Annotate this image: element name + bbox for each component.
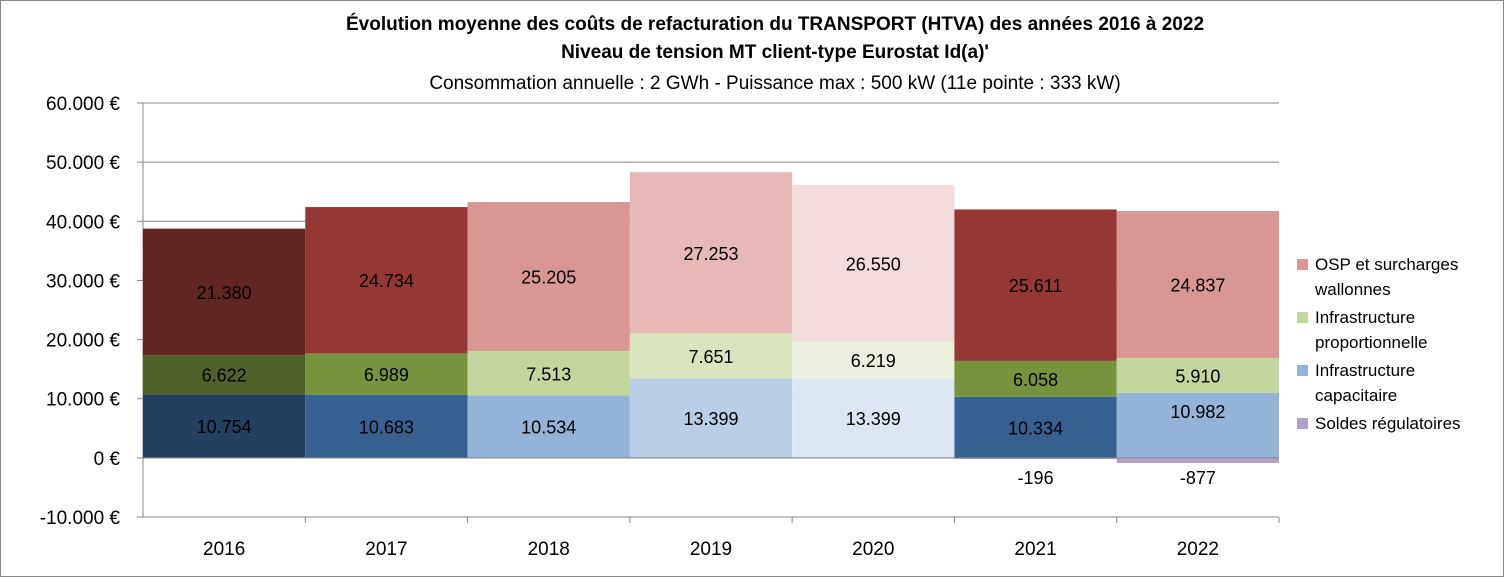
y-tick-label: 0 € — [94, 449, 121, 470]
legend-item: Infrastructure capacitaire — [1297, 358, 1485, 408]
data-label: 6.219 — [851, 351, 896, 371]
bar-segment — [629, 378, 793, 458]
data-label: 7.513 — [526, 364, 571, 384]
bar-segment — [305, 207, 468, 354]
bar-segment — [792, 184, 955, 342]
bar-segment — [1116, 211, 1279, 358]
legend: OSP et surcharges wallonnes Infrastructur… — [1297, 252, 1485, 439]
data-label: 6.622 — [202, 366, 247, 386]
legend-swatch — [1297, 418, 1308, 429]
data-label: 21.380 — [197, 283, 252, 303]
data-label: 10.334 — [1008, 418, 1063, 438]
chart-subtitle-2: Consommation annuelle : 2 GWh - Puissanc… — [429, 73, 1121, 94]
bar-segment — [467, 395, 630, 458]
x-tick-label: 2022 — [1177, 539, 1219, 560]
chart-subtitle: Niveau de tension MT client-type Eurosta… — [561, 42, 989, 63]
y-tick-label: 60.000 € — [46, 94, 120, 115]
data-label: 10.982 — [1170, 402, 1225, 422]
data-label: 6.058 — [1013, 370, 1058, 390]
x-tick-label: 2019 — [690, 539, 732, 560]
legend-swatch — [1297, 312, 1308, 323]
bar-segment — [305, 353, 468, 395]
legend-label: Soldes régulatoires — [1315, 414, 1461, 433]
y-tick-label: 20.000 € — [46, 331, 120, 352]
bar-segment — [954, 457, 1117, 460]
data-label: 10.534 — [521, 418, 576, 438]
legend-item: Soldes régulatoires — [1297, 411, 1485, 436]
bar-segment — [629, 333, 793, 379]
data-label: 24.734 — [359, 271, 414, 291]
legend-label: Infrastructure capacitaire — [1315, 361, 1416, 405]
bar-segment — [629, 172, 793, 334]
legend-label: OSP et surcharges wallonnes — [1315, 255, 1459, 299]
bar-segment — [954, 360, 1117, 397]
bar-segment — [467, 202, 630, 352]
data-label: 7.651 — [688, 347, 733, 367]
bar-segment — [467, 351, 630, 396]
x-tick-label: 2021 — [1014, 539, 1056, 560]
data-label: 6.989 — [364, 365, 409, 385]
data-label: -877 — [1180, 468, 1216, 488]
x-tick-label: 2017 — [365, 539, 407, 560]
chart-title: Évolution moyenne des coûts de refactura… — [345, 14, 1205, 35]
data-label: 25.205 — [521, 268, 576, 288]
bar-segment — [305, 394, 468, 458]
legend-item: Infrastructure proportionnelle — [1297, 305, 1485, 355]
bar-segment — [792, 378, 955, 458]
data-label: 13.399 — [846, 409, 901, 429]
bar-segment — [1116, 457, 1279, 464]
y-tick-label: 10.000 € — [46, 390, 120, 411]
bar-segment — [143, 228, 306, 356]
x-tick-label: 2018 — [528, 539, 570, 560]
data-label: 24.837 — [1170, 276, 1225, 296]
y-tick-label: 40.000 € — [46, 212, 120, 233]
data-label: 10.754 — [197, 417, 252, 437]
data-label: -196 — [1018, 468, 1054, 488]
bar-segment — [143, 394, 306, 458]
y-tick-label: 30.000 € — [46, 271, 120, 292]
data-label: 26.550 — [846, 254, 901, 274]
data-label: 27.253 — [683, 244, 738, 264]
data-label: 5.910 — [1175, 366, 1220, 386]
legend-swatch — [1297, 259, 1308, 270]
x-tick-label: 2020 — [852, 539, 894, 560]
data-label: 13.399 — [683, 409, 738, 429]
bar-segment — [143, 355, 306, 395]
legend-item: OSP et surcharges wallonnes — [1297, 252, 1485, 302]
bar-segment — [792, 341, 955, 379]
x-tick-label: 2016 — [203, 539, 245, 560]
legend-label: Infrastructure proportionnelle — [1315, 308, 1428, 352]
legend-swatch — [1297, 365, 1308, 376]
bar-segment — [1116, 392, 1279, 458]
data-label: 10.683 — [359, 417, 414, 437]
data-label: 25.611 — [1009, 276, 1063, 296]
y-tick-label: -10.000 € — [40, 508, 121, 529]
bar-segment — [954, 396, 1117, 458]
y-tick-label: 50.000 € — [46, 153, 120, 174]
bar-segment — [1116, 357, 1279, 393]
bar-segment — [954, 209, 1117, 361]
